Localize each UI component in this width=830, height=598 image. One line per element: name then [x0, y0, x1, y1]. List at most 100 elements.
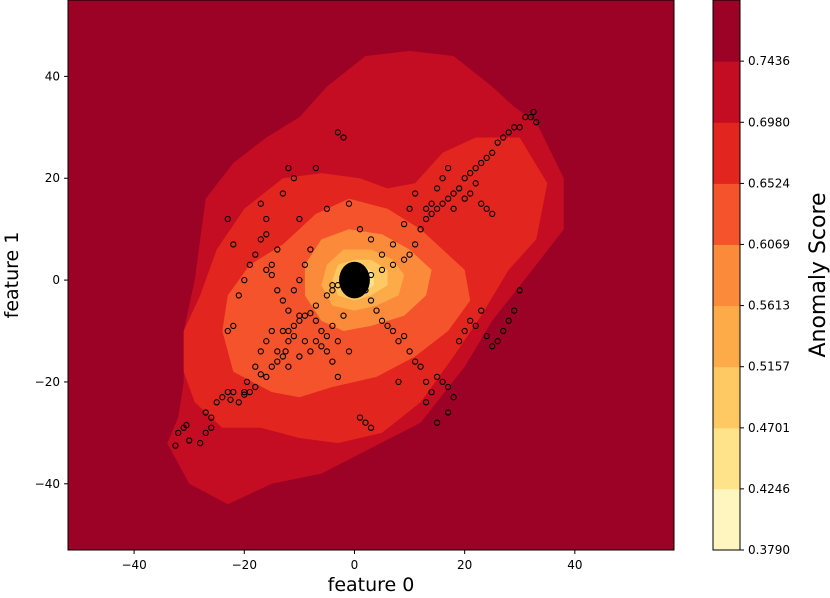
scatter-point: [489, 343, 496, 350]
x-tick-label: −40: [121, 558, 146, 572]
scatter-point: [378, 266, 386, 274]
scatter-point: [301, 312, 309, 319]
scatter-point: [257, 348, 264, 355]
scatter-point: [378, 251, 386, 258]
scatter-point: [362, 419, 369, 426]
scatter-point: [329, 358, 336, 365]
scatter-point: [411, 190, 419, 197]
scatter-point: [406, 348, 413, 355]
scatter-point: [263, 373, 270, 381]
scatter-point: [274, 246, 281, 253]
scatter-point: [400, 332, 408, 340]
scatter-point: [494, 139, 501, 146]
scatter-point: [301, 261, 309, 268]
scatter-point: [444, 383, 452, 391]
scatter-point: [323, 332, 331, 340]
scatter-point: [439, 200, 446, 207]
scatter-point: [334, 338, 342, 345]
scatter-point: [389, 241, 397, 248]
scatter-point: [241, 388, 248, 396]
scatter-point: [252, 251, 259, 258]
scatter-point: [329, 282, 336, 289]
colorbar: 0.3790 0.4246 0.4701 0.5157 0.5613 0.6069 0.65…: [712, 0, 790, 557]
colorbar-band: [713, 488, 740, 551]
scatter-point: [478, 159, 485, 167]
plot-area: [68, 0, 674, 550]
scatter-point: [417, 226, 424, 233]
scatter-point: [290, 175, 298, 182]
scatter-point: [246, 261, 253, 268]
scatter-point: [483, 205, 490, 212]
scatter-point: [533, 119, 540, 126]
scatter-point: [307, 246, 314, 253]
scatter-point: [483, 154, 490, 162]
scatter-point: [323, 205, 331, 212]
scatter-point: [296, 215, 303, 223]
scatter-point: [439, 175, 446, 182]
scatter-point: [323, 292, 331, 299]
colorbar-tick-label: 0.5157: [748, 360, 790, 374]
scatter-point: [241, 391, 248, 398]
scatter-point: [450, 205, 457, 212]
scatter-point: [230, 241, 237, 248]
scatter-point: [279, 327, 287, 335]
x-tick-label: 0: [351, 558, 359, 572]
scatter-point: [411, 358, 419, 365]
scatter-point: [307, 310, 314, 317]
scatter-point: [367, 424, 375, 431]
colorbar-band: [713, 122, 740, 184]
scatter-point: [208, 414, 215, 421]
scatter-point: [406, 205, 413, 212]
scatter-point: [433, 419, 441, 426]
scatter-point: [263, 215, 270, 223]
y-tick-label: −20: [35, 375, 60, 389]
scatter-point: [296, 276, 303, 284]
scatter-point: [500, 134, 507, 141]
scatter-point: [467, 190, 474, 197]
scatter-point: [489, 210, 496, 218]
scatter-point: [345, 200, 353, 207]
scatter-point: [252, 363, 259, 370]
scatter-point: [417, 363, 424, 370]
scatter-point: [461, 327, 468, 335]
scatter-point: [257, 236, 264, 243]
scatter-point: [395, 338, 402, 345]
scatter-point: [461, 175, 468, 182]
plot-frame: [67, 0, 675, 551]
scatter-point: [406, 251, 413, 258]
colorbar-band: [713, 183, 740, 245]
scatter-point: [285, 338, 292, 345]
scatter-point: [175, 429, 182, 437]
scatter-point: [450, 394, 457, 401]
scatter-point: [455, 185, 463, 192]
scatter-point: [257, 371, 264, 378]
scatter-point: [208, 424, 215, 431]
scatter-point: [235, 399, 242, 406]
scatter-point: [467, 169, 474, 177]
y-tick-label: 20: [45, 171, 60, 185]
scatter-point: [516, 124, 523, 131]
colorbar-tick-label: 0.7436: [748, 54, 790, 68]
y-axis-label: feature 1: [1, 232, 23, 319]
scatter-point: [400, 220, 408, 228]
scatter-point: [263, 266, 270, 274]
scatter-point: [444, 409, 452, 416]
scatter-point: [373, 307, 380, 314]
scatter-point: [285, 363, 292, 370]
scatter-point: [444, 164, 452, 172]
scatter-point: [389, 261, 397, 268]
scatter-point: [530, 108, 537, 116]
y-axis-ticks: −40 −20 0 20 40: [35, 69, 68, 491]
scatter-point: [389, 327, 397, 335]
scatter-point: [444, 195, 452, 202]
scatter-point: [227, 396, 234, 403]
colorbar-tick-label: 0.4701: [748, 421, 790, 435]
scatter-point: [334, 129, 342, 136]
scatter-point: [472, 180, 479, 187]
scatter-point: [312, 317, 320, 324]
scatter-point: [202, 429, 209, 437]
scatter-point: [433, 373, 441, 381]
colorbar-label: Anomaly Score: [806, 192, 830, 357]
scatter-point: [290, 322, 298, 330]
